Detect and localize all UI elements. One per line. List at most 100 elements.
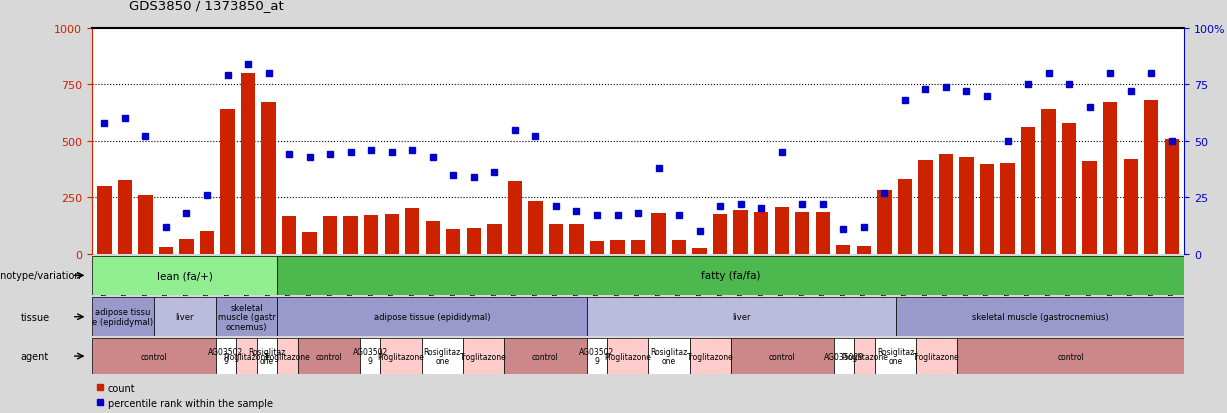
Bar bbox=[731, 339, 834, 374]
Bar bbox=[92, 297, 153, 337]
Bar bbox=[587, 297, 896, 337]
Bar bbox=[548, 225, 563, 254]
Text: fatty (fa/fa): fatty (fa/fa) bbox=[701, 271, 761, 281]
Text: Rosiglitaz
one: Rosiglitaz one bbox=[249, 347, 286, 366]
Bar bbox=[1000, 164, 1015, 254]
Bar bbox=[713, 215, 728, 254]
Bar bbox=[939, 155, 953, 254]
Text: agent: agent bbox=[21, 351, 49, 361]
Text: Pioglitazone: Pioglitazone bbox=[378, 352, 425, 361]
Bar bbox=[447, 229, 460, 254]
Bar bbox=[92, 339, 216, 374]
Bar bbox=[92, 256, 277, 295]
Bar bbox=[1144, 101, 1158, 254]
Bar bbox=[158, 247, 173, 254]
Bar bbox=[957, 339, 1184, 374]
Bar bbox=[344, 217, 358, 254]
Bar bbox=[607, 339, 648, 374]
Text: AG035029: AG035029 bbox=[825, 352, 864, 361]
Bar bbox=[200, 231, 215, 254]
Text: liver: liver bbox=[175, 313, 194, 321]
Bar bbox=[302, 233, 317, 254]
Bar bbox=[755, 212, 768, 254]
Bar bbox=[834, 339, 854, 374]
Bar bbox=[587, 339, 607, 374]
Text: Troglitazone: Troglitazone bbox=[913, 352, 961, 361]
Bar bbox=[380, 339, 422, 374]
Bar bbox=[422, 339, 463, 374]
Bar bbox=[898, 180, 912, 254]
Text: genotype/variation: genotype/variation bbox=[0, 271, 81, 281]
Legend: count, percentile rank within the sample: count, percentile rank within the sample bbox=[97, 383, 272, 408]
Bar bbox=[261, 103, 276, 254]
Text: Rosiglitaz
one: Rosiglitaz one bbox=[650, 347, 687, 366]
Bar bbox=[426, 221, 440, 254]
Bar bbox=[875, 339, 917, 374]
Text: Pioglitazone: Pioglitazone bbox=[842, 352, 888, 361]
Bar bbox=[795, 212, 810, 254]
Bar bbox=[528, 201, 542, 254]
Text: skeletal
muscle (gastr
ocnemus): skeletal muscle (gastr ocnemus) bbox=[217, 303, 275, 331]
Bar bbox=[672, 240, 686, 254]
Bar bbox=[1124, 159, 1137, 254]
Bar bbox=[734, 210, 748, 254]
Bar bbox=[277, 297, 587, 337]
Bar bbox=[816, 212, 829, 254]
Text: Rosiglitaz
one: Rosiglitaz one bbox=[423, 347, 461, 366]
Bar bbox=[836, 245, 850, 254]
Text: Pioglitazone: Pioglitazone bbox=[605, 352, 652, 361]
Text: GDS3850 / 1373850_at: GDS3850 / 1373850_at bbox=[129, 0, 283, 12]
Bar bbox=[1082, 162, 1097, 254]
Bar bbox=[221, 110, 234, 254]
Bar bbox=[118, 181, 133, 254]
Bar bbox=[360, 339, 380, 374]
Text: lean (fa/+): lean (fa/+) bbox=[157, 271, 212, 281]
Bar bbox=[918, 161, 933, 254]
Text: Pioglitazone: Pioglitazone bbox=[223, 352, 270, 361]
Text: control: control bbox=[1058, 352, 1085, 361]
Bar bbox=[216, 297, 277, 337]
Bar bbox=[504, 339, 587, 374]
Bar bbox=[854, 339, 875, 374]
Text: control: control bbox=[533, 352, 558, 361]
Bar bbox=[569, 225, 584, 254]
Bar bbox=[856, 246, 871, 254]
Bar bbox=[1103, 103, 1118, 254]
Bar bbox=[256, 339, 277, 374]
Text: AG03502
9: AG03502 9 bbox=[209, 347, 244, 366]
Bar bbox=[508, 182, 521, 254]
Bar bbox=[298, 339, 360, 374]
Bar bbox=[690, 339, 731, 374]
Text: control: control bbox=[315, 352, 342, 361]
Bar bbox=[917, 339, 957, 374]
Bar bbox=[648, 339, 690, 374]
Text: control: control bbox=[769, 352, 795, 361]
Bar bbox=[153, 297, 216, 337]
Text: skeletal muscle (gastrocnemius): skeletal muscle (gastrocnemius) bbox=[972, 313, 1108, 321]
Bar bbox=[1164, 139, 1179, 254]
Bar bbox=[237, 339, 256, 374]
Bar bbox=[277, 256, 1184, 295]
Bar bbox=[240, 74, 255, 254]
Text: adipose tissu
e (epididymal): adipose tissu e (epididymal) bbox=[92, 308, 153, 326]
Text: Troglitazone: Troglitazone bbox=[264, 352, 312, 361]
Bar bbox=[179, 240, 194, 254]
Bar bbox=[590, 242, 604, 254]
Bar bbox=[405, 209, 420, 254]
Bar bbox=[980, 165, 994, 254]
Bar bbox=[384, 215, 399, 254]
Bar bbox=[896, 297, 1184, 337]
Bar bbox=[282, 217, 296, 254]
Bar bbox=[277, 339, 298, 374]
Bar bbox=[1042, 110, 1055, 254]
Text: adipose tissue (epididymal): adipose tissue (epididymal) bbox=[374, 313, 491, 321]
Text: Troglitazone: Troglitazone bbox=[687, 352, 734, 361]
Bar bbox=[487, 225, 502, 254]
Text: AG03502
9: AG03502 9 bbox=[579, 347, 615, 366]
Text: Troglitazone: Troglitazone bbox=[460, 352, 507, 361]
Bar bbox=[139, 195, 152, 254]
Bar bbox=[692, 248, 707, 254]
Bar bbox=[610, 240, 625, 254]
Bar bbox=[960, 157, 974, 254]
Bar bbox=[1061, 123, 1076, 254]
